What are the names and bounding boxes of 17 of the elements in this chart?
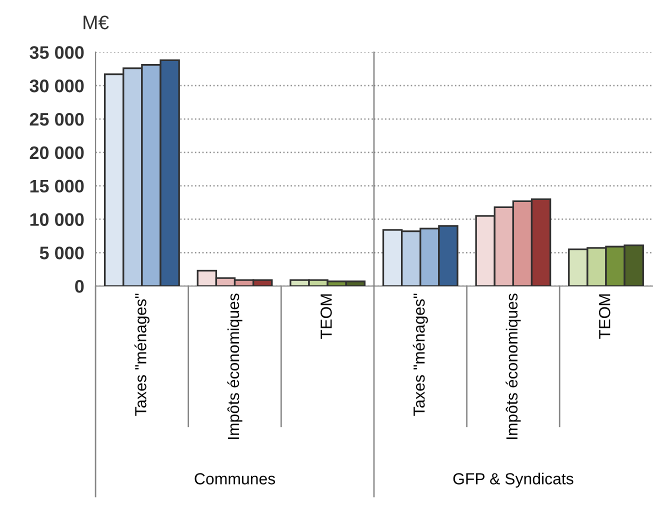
y-tick-label: 0: [75, 280, 84, 293]
y-tick-label: 25 000: [30, 112, 84, 126]
y-axis-title: M€: [84, 16, 109, 30]
x-tick-label: Taxes "ménages": [134, 294, 150, 416]
y-tick-label: 10 000: [30, 213, 84, 226]
x-tick-label: Taxes "ménages": [412, 294, 428, 416]
y-tick-label: 35 000: [30, 46, 84, 59]
x-tick-label: TEOM: [320, 294, 332, 339]
x-axis-title: GFP & Syndicats: [453, 472, 574, 488]
x-tick-label: Impôts économiques: [506, 294, 521, 439]
x-tick-label: Impôts économiques: [227, 294, 242, 439]
x-axis-title: Communes: [194, 473, 276, 484]
y-tick-label: 5 000: [40, 246, 84, 260]
y-tick-label: 15 000: [30, 180, 84, 193]
y-tick-label: 20 000: [30, 146, 84, 160]
y-tick-label: 30 000: [30, 80, 84, 92]
x-tick-label: TEOM: [598, 294, 610, 339]
